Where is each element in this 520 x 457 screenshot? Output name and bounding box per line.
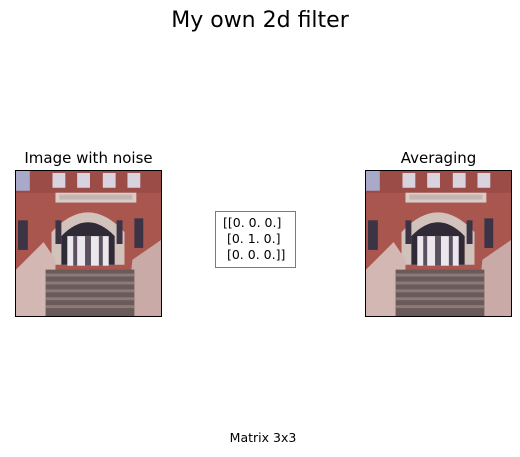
- matrix-row-1: [[0. 0. 0.]: [223, 215, 282, 230]
- figure-title: My own 2d filter: [171, 8, 349, 33]
- building-photo-noisy: [16, 171, 161, 316]
- noisy-image: [15, 170, 162, 317]
- right-panel-title: Averaging: [400, 149, 477, 167]
- building-photo-averaged: [366, 171, 511, 316]
- x-axis-label: Matrix 3x3: [229, 430, 297, 445]
- matrix-row-2: [0. 1. 0.]: [223, 231, 281, 246]
- averaged-image: [365, 170, 512, 317]
- matrix-text-box: [[0. 0. 0.] [0. 1. 0.] [0. 0. 0.]]: [215, 211, 296, 268]
- left-panel-title: Image with noise: [24, 149, 153, 167]
- matrix-row-3: [0. 0. 0.]]: [223, 247, 286, 262]
